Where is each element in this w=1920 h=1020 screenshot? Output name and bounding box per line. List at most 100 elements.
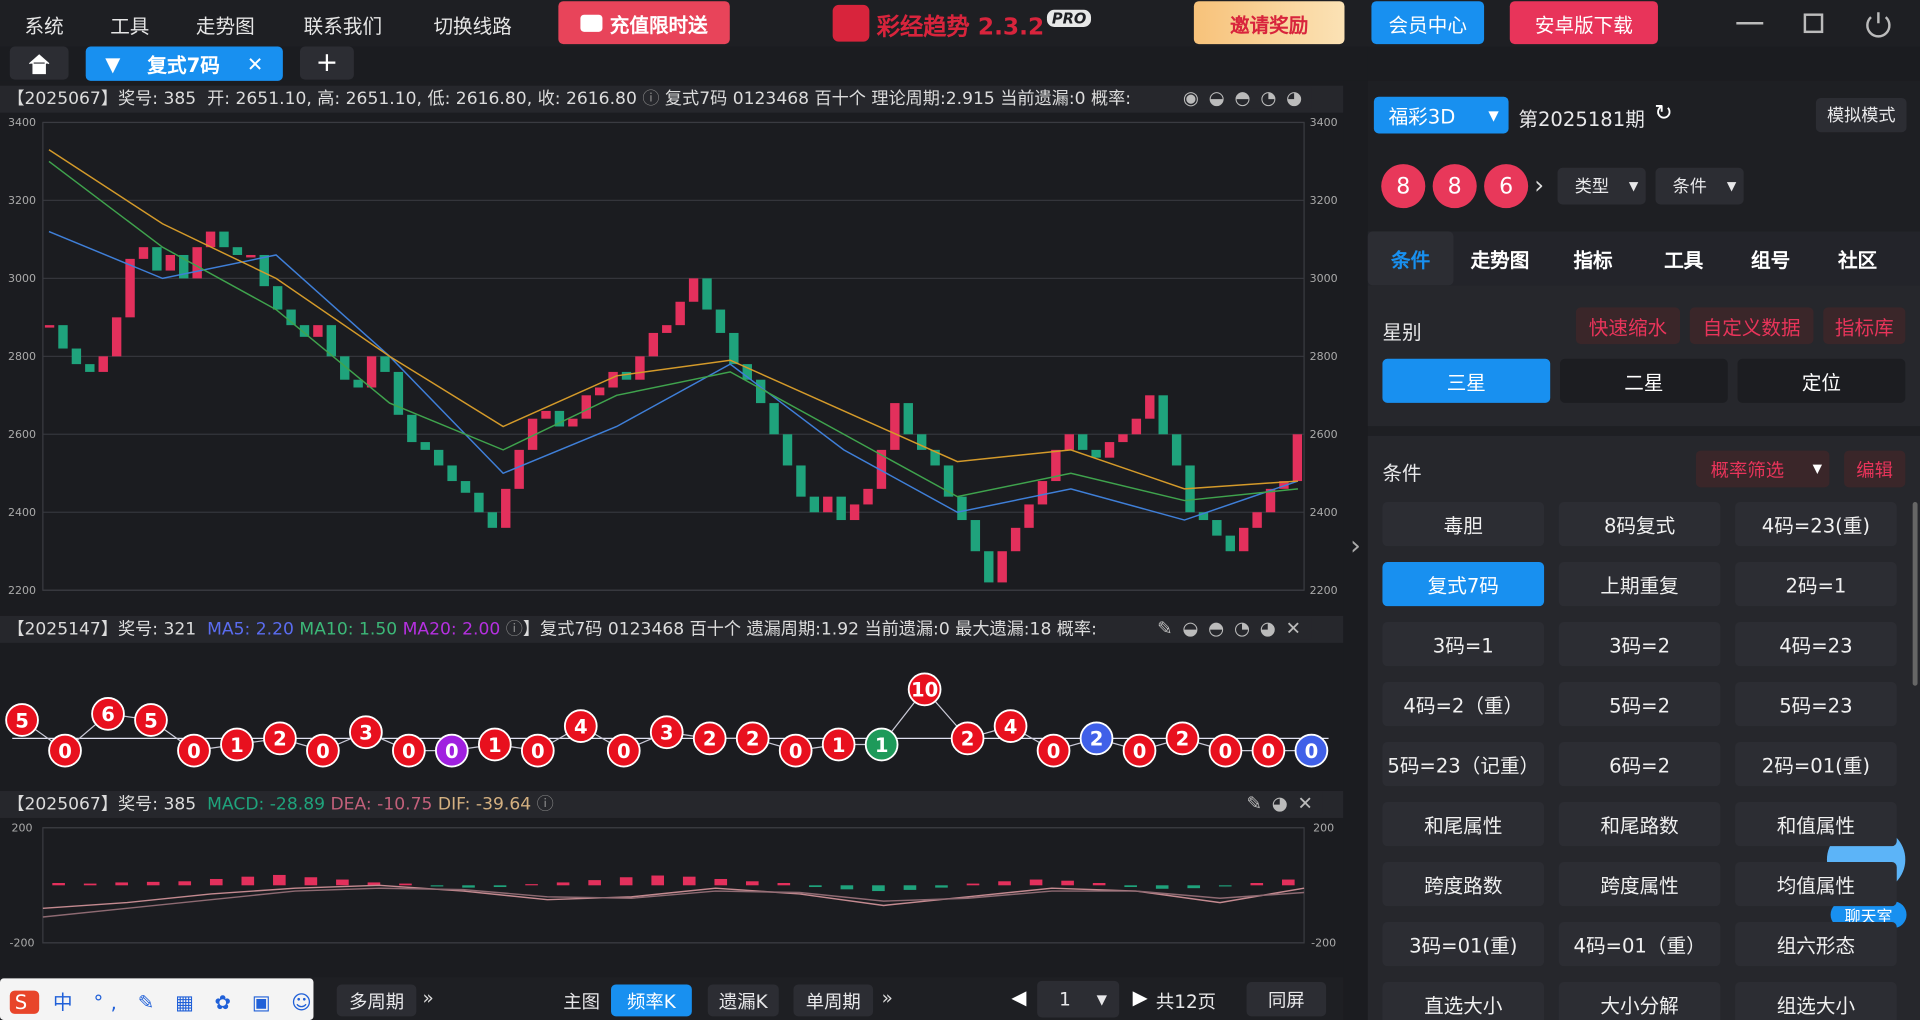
help-icon[interactable]: ⓘ (536, 794, 554, 815)
condition-button[interactable]: 和尾属性 (1382, 802, 1545, 847)
type-select[interactable]: 类型 ▼ (1557, 167, 1646, 205)
omission-label: 4 (1004, 715, 1018, 738)
condition-button[interactable]: 大小分解 (1558, 982, 1721, 1020)
more[interactable]: » (881, 986, 893, 1009)
menu-item[interactable]: 切换线路 (433, 14, 512, 38)
info-ohlc: 开: 2651.10, 高: 2651.10, 低: 2616.80, 收: 2… (207, 89, 637, 109)
menu-item[interactable]: 系统 (24, 14, 64, 38)
condition-button[interactable]: 3码=01(重) (1382, 922, 1545, 967)
candle (1131, 418, 1142, 435)
condition-button[interactable]: 2码=01(重) (1735, 742, 1897, 787)
menu-item[interactable]: 工具 (110, 14, 150, 38)
same-screen[interactable]: 同屏 (1246, 982, 1327, 1017)
prev-page[interactable]: ◀ (1011, 985, 1027, 1009)
promo-button[interactable]: 充值限时送 (558, 1, 730, 45)
macd-bar (998, 881, 1011, 886)
filter-select[interactable]: 概率筛选 ▼ (1695, 450, 1830, 488)
panel-tab[interactable]: 走势图 (1470, 248, 1530, 272)
condition-button[interactable]: 和尾路数 (1558, 802, 1721, 847)
freq-k[interactable]: 频率K (611, 984, 692, 1017)
condition-button[interactable]: 5码=2 (1558, 682, 1721, 727)
panel-tab[interactable]: 条件 (1367, 231, 1454, 286)
condition-button[interactable]: 3码=1 (1382, 622, 1545, 667)
condition-button[interactable]: 4码=2（重） (1382, 682, 1545, 727)
next-page[interactable]: ▶ (1132, 985, 1148, 1009)
y-tick-label: 3400 (1310, 116, 1338, 129)
macd-info: 【2025067】奖号: 385 MACD: -28.89 DEA: -10.7… (0, 791, 1344, 818)
lottery-select[interactable]: 福彩3D ▼ (1373, 96, 1509, 134)
condition-button[interactable]: 4码=23 (1735, 622, 1897, 667)
condition-button[interactable]: 组选大小 (1735, 982, 1897, 1020)
omission-point (349, 715, 383, 750)
condition-button[interactable]: 8码复式 (1558, 502, 1721, 547)
tab-close[interactable]: ✕ (246, 52, 264, 76)
power[interactable] (1866, 12, 1891, 38)
y-tick-label: 3400 (8, 116, 36, 129)
condition-button[interactable]: 均值属性 (1735, 862, 1897, 907)
chart-tools[interactable]: ✎◕✕ (1246, 792, 1323, 815)
cond-select[interactable]: 条件 ▼ (1655, 167, 1744, 205)
edit-button[interactable]: 编辑 (1844, 450, 1906, 488)
condition-button[interactable]: 上期重复 (1558, 562, 1721, 607)
condition-button[interactable]: 4码=23(重) (1735, 502, 1897, 547)
omission-label: 4 (574, 715, 588, 738)
chevron[interactable]: › (1534, 170, 1545, 200)
omit-k[interactable]: 遗漏K (707, 984, 779, 1017)
condition-button[interactable]: 毒胆 (1382, 502, 1545, 547)
android-button[interactable]: 安卓版下载 (1509, 1, 1658, 45)
scrollbar[interactable] (1912, 502, 1918, 686)
omission-point (1165, 721, 1200, 756)
omission-point (907, 672, 942, 707)
omission-point (778, 733, 813, 768)
refresh[interactable]: ↻ (1654, 100, 1673, 127)
condition-button[interactable]: 跨度路数 (1382, 862, 1545, 907)
star-button[interactable]: 定位 (1737, 358, 1906, 403)
chart-tools[interactable]: ✎◒◓◔◕✕ (1157, 617, 1311, 640)
menu-item[interactable]: 联系我们 (303, 14, 383, 38)
menu-item[interactable]: 走势图 (195, 14, 255, 38)
condition-button[interactable]: 4码=01（重） (1558, 922, 1721, 967)
help-icon[interactable]: ⓘ (505, 619, 523, 640)
panel-tab[interactable]: 指标 (1573, 248, 1613, 272)
caret: ▼ (1726, 179, 1737, 193)
macd-bar (336, 879, 349, 886)
home-tab[interactable] (9, 46, 69, 80)
condition-button[interactable]: 跨度属性 (1558, 862, 1721, 907)
condition-button[interactable]: 复式7码 (1382, 562, 1545, 607)
multi-period[interactable]: 多周期 (336, 984, 417, 1017)
condition-button[interactable]: 直选大小 (1382, 982, 1545, 1020)
star-label: 星别 (1382, 320, 1422, 345)
y-tick-label: 200 (12, 821, 33, 834)
condition-button[interactable]: 5码=23（记重） (1382, 742, 1545, 787)
candle (1064, 434, 1074, 450)
condition-button[interactable]: 2码=1 (1735, 562, 1897, 607)
star-tool[interactable]: 自定义数据 (1689, 307, 1814, 345)
page-select[interactable]: 1 ▼ (1037, 980, 1120, 1018)
omission-label: 3 (359, 722, 373, 745)
condition-button[interactable]: 3码=2 (1558, 622, 1721, 667)
panel-tab[interactable]: 工具 (1664, 248, 1704, 272)
condition-button[interactable]: 组六形态 (1735, 922, 1897, 967)
candle (662, 325, 672, 333)
sim-mode[interactable]: 模拟模式 (1815, 97, 1907, 133)
active-tab[interactable]: ▼ 复式7码 ✕ (85, 46, 283, 81)
panel-tab[interactable]: 组号 (1751, 248, 1791, 272)
splitter[interactable]: › (1343, 80, 1368, 1020)
panel-tab[interactable]: 社区 (1837, 248, 1878, 272)
invite-button[interactable]: 邀请奖励 (1193, 1, 1345, 45)
condition-button[interactable]: 和值属性 (1735, 802, 1897, 847)
star-tool[interactable]: 指标库 (1823, 307, 1906, 345)
star-tool[interactable]: 快速缩水 (1575, 307, 1681, 345)
help-icon[interactable]: ⓘ (642, 89, 660, 109)
condition-button[interactable]: 5码=23 (1735, 682, 1897, 727)
candle (541, 410, 551, 419)
chart-tools[interactable]: ◉◒◓◔◕ (1182, 86, 1312, 109)
member-button[interactable]: 会员中心 (1371, 1, 1485, 45)
single-period[interactable]: 单周期 (793, 984, 874, 1017)
restore[interactable] (1803, 13, 1824, 34)
more[interactable]: » (422, 986, 434, 1009)
star-button[interactable]: 三星 (1382, 358, 1551, 403)
add-tab[interactable]: + (300, 46, 354, 80)
condition-button[interactable]: 6码=2 (1558, 742, 1721, 787)
star-button[interactable]: 二星 (1560, 358, 1728, 403)
